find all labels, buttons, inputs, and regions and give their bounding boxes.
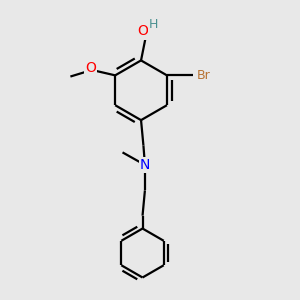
Text: O: O bbox=[138, 25, 148, 38]
Text: O: O bbox=[85, 61, 96, 76]
Text: Br: Br bbox=[197, 69, 211, 82]
Text: H: H bbox=[149, 18, 159, 31]
Text: N: N bbox=[140, 158, 150, 172]
